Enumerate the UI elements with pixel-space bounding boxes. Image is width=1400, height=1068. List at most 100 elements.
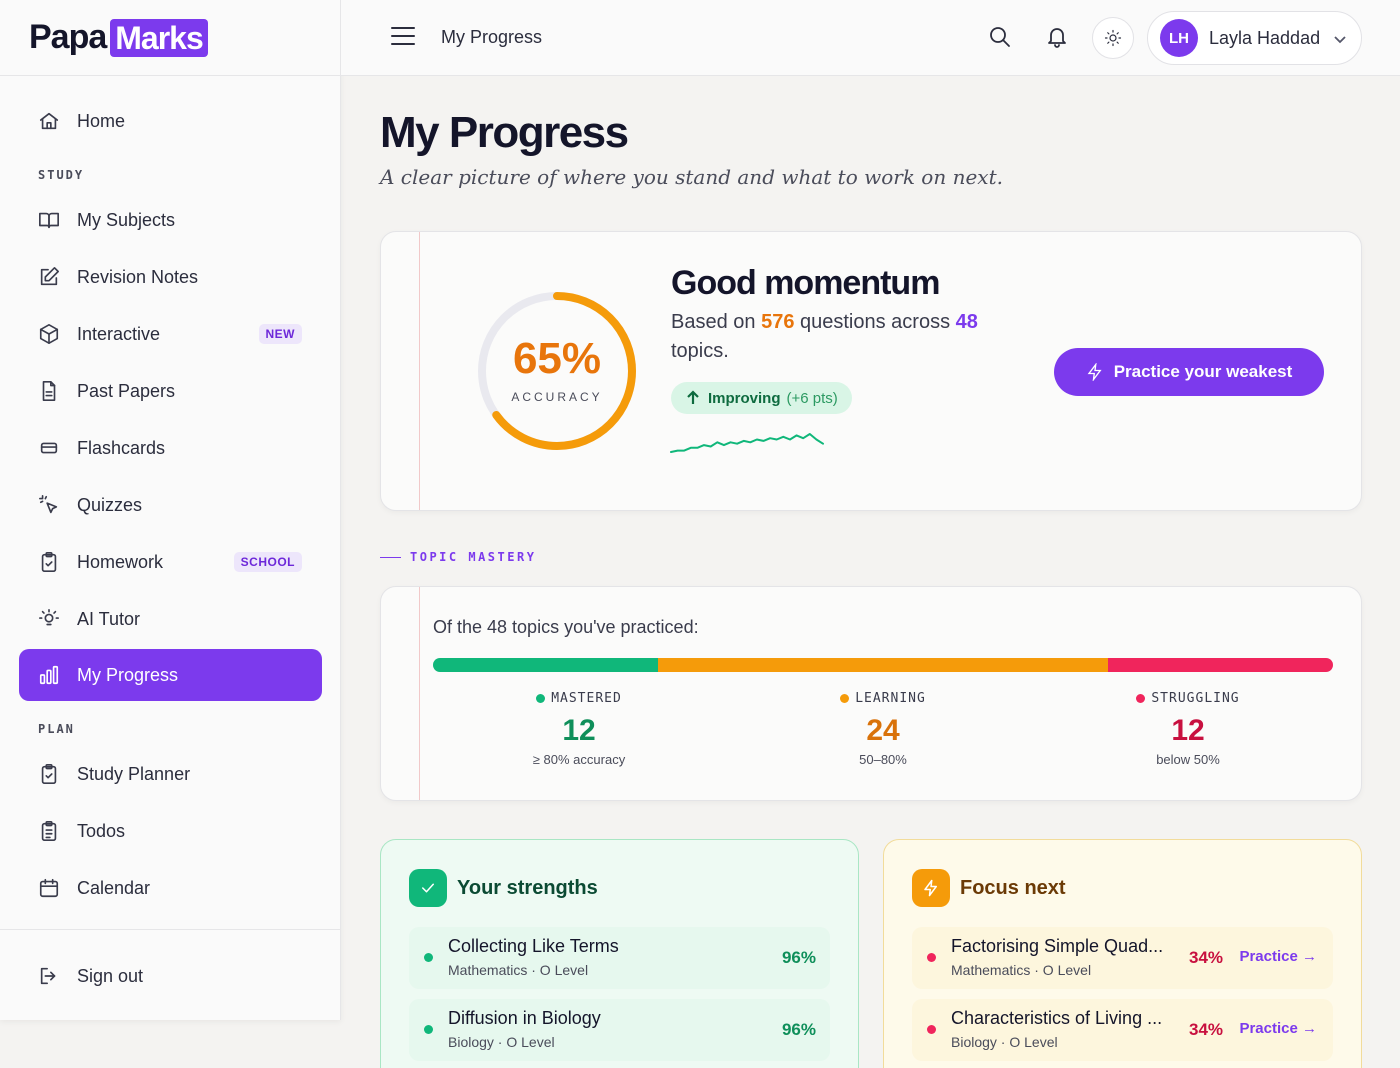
sidebar-item-label: Flashcards (77, 437, 166, 458)
page-title: My Progress (380, 108, 629, 157)
stat-mastered: MASTERED 12 ≥ 80% accuracy (479, 691, 679, 767)
topic-accuracy: 96% (781, 948, 816, 967)
stat-learning: LEARNING 24 50–80% (783, 691, 983, 767)
school-badge: SCHOOL (233, 552, 302, 572)
lightning-icon (912, 869, 950, 907)
sidebar-item-revision-notes[interactable]: Revision Notes (19, 251, 322, 303)
sidebar-item-todos[interactable]: Todos (19, 805, 322, 857)
sidebar-item-interactive[interactable]: Interactive NEW (19, 308, 322, 360)
cards-icon (38, 437, 60, 459)
focus-dot (927, 953, 936, 962)
sidebar-divider (0, 929, 341, 930)
brand-logo[interactable]: Papa Marks (0, 0, 340, 76)
topic-mastery-label: TOPIC MASTERY (410, 550, 537, 564)
topic-name: Collecting Like Terms (448, 936, 619, 956)
strength-row[interactable]: Collecting Like Terms Mathematics · O Le… (409, 927, 830, 989)
stat-count: 12 (562, 714, 596, 747)
lightning-icon (1087, 363, 1102, 381)
accuracy-gauge (478, 292, 636, 450)
sidebar-item-my-progress[interactable]: My Progress (19, 649, 322, 701)
strengths-panel: Your strengths Collecting Like Terms Mat… (380, 839, 859, 1068)
sign-out-label: Sign out (77, 965, 144, 986)
sidebar-item-study-planner[interactable]: Study Planner (19, 748, 322, 800)
momentum-title: Good momentum (671, 264, 940, 302)
stat-note: 50–80% (859, 752, 907, 767)
topic-meta: Biology · O Level (951, 1034, 1058, 1050)
sidebar-item-home[interactable]: Home (19, 95, 322, 147)
sun-icon (1104, 29, 1122, 47)
questions-count: 576 (761, 311, 795, 333)
bell-icon[interactable] (1045, 25, 1071, 51)
mastery-bar-segment-learning (658, 658, 1108, 672)
cube-icon (38, 323, 60, 345)
search-icon[interactable] (988, 25, 1014, 51)
sidebar-item-calendar[interactable]: Calendar (19, 862, 322, 914)
practice-weakest-label: Practice your weakest (1113, 362, 1293, 381)
trend-delta: (+6 pts) (786, 389, 838, 407)
margin-rule (419, 232, 420, 510)
momentum-description: Based on 576 questions across 48 topics. (671, 311, 978, 362)
sidebar-item-label: My Subjects (77, 209, 176, 230)
strength-dot (424, 1025, 433, 1034)
arrow-up-icon (687, 390, 699, 404)
theme-toggle-button[interactable] (1092, 17, 1134, 59)
topic-mastery-card: Of the 48 topics you've practiced: MASTE… (380, 586, 1362, 801)
document-icon (38, 380, 60, 402)
mastery-bar (433, 658, 1333, 672)
topic-meta: Mathematics · O Level (448, 962, 589, 978)
sidebar-item-label: Interactive (77, 323, 161, 344)
margin-rule (419, 587, 420, 800)
topic-name: Characteristics of Living ... (951, 1008, 1163, 1028)
topic-name: Diffusion in Biology (448, 1008, 601, 1028)
focus-next-title: Focus next (960, 876, 1066, 899)
strength-row[interactable]: Diffusion in Biology Biology · O Level 9… (409, 999, 830, 1061)
mastery-bar-segment-mastered (433, 658, 658, 672)
topics-intro: Of the 48 topics you've practiced: (433, 617, 699, 637)
topic-meta: Mathematics · O Level (951, 962, 1092, 978)
topic-meta: Biology · O Level (448, 1034, 555, 1050)
sidebar-item-ai-tutor[interactable]: AI Tutor (19, 593, 322, 645)
sidebar-item-label: Past Papers (77, 380, 176, 401)
momentum-card: 65% ACCURACY Good momentum Based on 576 … (380, 231, 1362, 511)
accuracy-label: ACCURACY (511, 390, 603, 404)
clipboard-check-icon (38, 551, 60, 573)
sidebar-item-quizzes[interactable]: Quizzes (19, 479, 322, 531)
sidebar-item-my-subjects[interactable]: My Subjects (19, 194, 322, 246)
edit-note-icon (38, 266, 60, 288)
trend-label: Improving (708, 389, 781, 407)
sidebar-item-label: My Progress (77, 664, 179, 685)
stat-note: ≥ 80% accuracy (532, 752, 626, 767)
stat-count: 12 (1171, 714, 1205, 747)
clipboard-check-icon (38, 763, 60, 785)
practice-link[interactable]: Practice → (1239, 948, 1317, 965)
menu-icon[interactable] (391, 27, 415, 49)
top-header: My Progress LH Layla Haddad (341, 0, 1400, 76)
focus-row: Factorising Simple Quad... Mathematics ·… (912, 927, 1333, 989)
trend-badge: Improving (+6 pts) (671, 382, 852, 414)
sidebar-item-homework[interactable]: Homework SCHOOL (19, 536, 322, 588)
sidebar-item-past-papers[interactable]: Past Papers (19, 365, 322, 417)
learning-dot (840, 694, 850, 703)
sidebar-item-label: Study Planner (77, 763, 191, 784)
stat-label: MASTERED (551, 691, 622, 706)
pointer-click-icon (38, 494, 60, 516)
bar-chart-icon (38, 664, 60, 686)
chevron-down-icon (1333, 32, 1347, 46)
topic-name: Factorising Simple Quad... (951, 936, 1164, 956)
stat-label: STRUGGLING (1151, 691, 1240, 706)
user-menu-button[interactable]: LH Layla Haddad (1147, 11, 1362, 65)
accuracy-value: 65% (512, 334, 602, 383)
sidebar-item-label: AI Tutor (77, 608, 141, 629)
topic-accuracy: 96% (781, 1020, 816, 1039)
section-label-plan: PLAN (38, 722, 75, 736)
sidebar-item-label: Calendar (77, 877, 151, 898)
sidebar-item-flashcards[interactable]: Flashcards (19, 422, 322, 474)
sign-out-button[interactable]: Sign out (19, 950, 322, 1002)
practice-weakest-button[interactable]: Practice your weakest (1054, 348, 1324, 396)
topic-accuracy: 34% (1189, 948, 1224, 967)
focus-next-panel: Focus next Factorising Simple Quad... Ma… (883, 839, 1362, 1068)
avatar: LH (1160, 19, 1198, 57)
practice-link[interactable]: Practice → (1239, 1020, 1317, 1037)
sidebar-item-label: Homework (77, 551, 164, 572)
book-open-icon (38, 209, 60, 231)
